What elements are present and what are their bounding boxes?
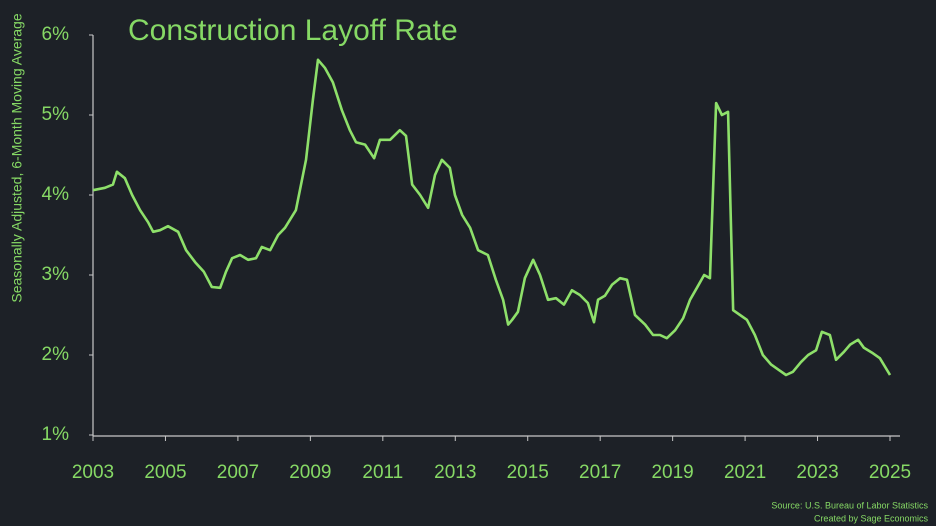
y-tick-label: 2% [42,344,70,365]
x-tick-label: 2013 [434,462,476,483]
x-tick-label: 2015 [507,462,549,483]
y-tick-label: 1% [42,424,70,445]
x-tick-label: 2023 [796,462,838,483]
x-tick-label: 2009 [289,462,331,483]
x-tick-label: 2007 [217,462,259,483]
x-tick-label: 2005 [144,462,186,483]
y-tick-label: 4% [42,184,70,205]
chart-title: Construction Layoff Rate [128,14,458,47]
credit-note: Created by Sage Economics [814,513,929,523]
y-axis-label: Seasonally Adjusted, 6-Month Moving Aver… [9,13,25,302]
x-tick-label: 2025 [869,462,911,483]
x-tick-label: 2017 [579,462,621,483]
x-tick-label: 2011 [362,462,403,483]
data-line [92,58,892,377]
y-tick-label: 3% [42,264,70,285]
y-tick-label: 5% [42,104,70,125]
y-tick-label: 6% [42,24,70,45]
source-note: Source: U.S. Bureau of Labor Statistics [771,500,928,510]
x-tick-label: 2021 [724,462,766,483]
x-tick-label: 2003 [72,462,114,483]
x-tick-label: 2019 [651,462,693,483]
